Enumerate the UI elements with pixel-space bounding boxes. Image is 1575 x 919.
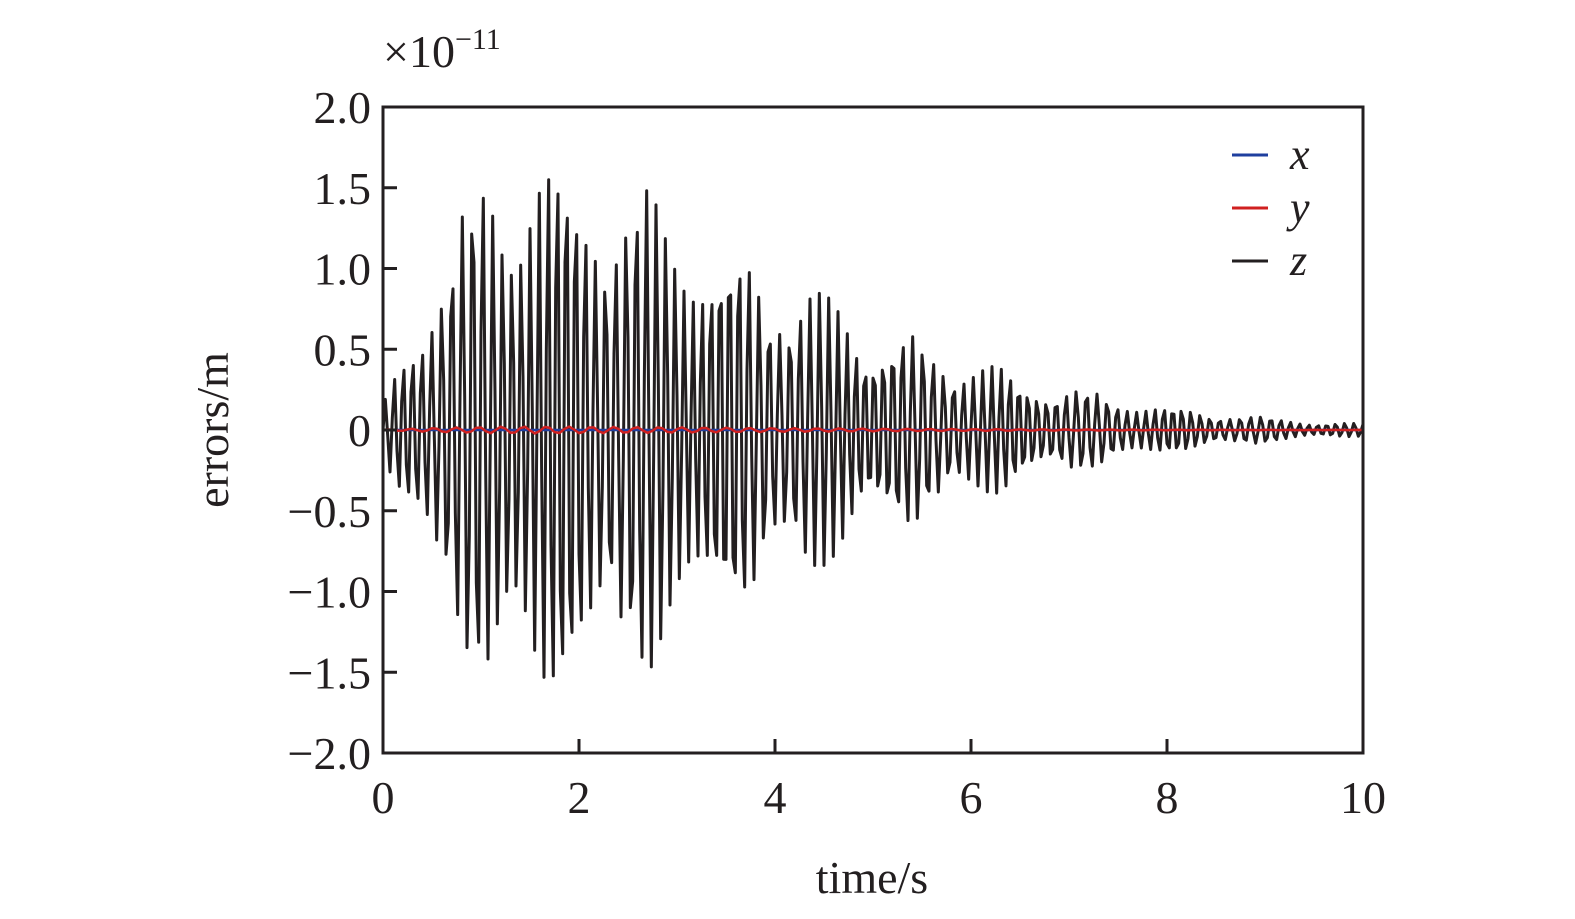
y-tick-label: −1.0 <box>288 567 371 618</box>
series-y-line <box>382 425 1364 435</box>
legend-label-y: y <box>1286 183 1310 232</box>
y-axis-label: errors/m <box>187 352 238 508</box>
legend-label-x: x <box>1289 130 1310 179</box>
x-tick-label: 2 <box>568 772 591 823</box>
x-axis-label: time/s <box>816 852 928 903</box>
x-tick-label: 0 <box>372 772 395 823</box>
y-scale-multiplier: ×10−11 <box>383 23 501 77</box>
y-tick-label: 0.5 <box>314 324 372 375</box>
y-tick-label: 2.0 <box>314 82 372 133</box>
x-axis: 0 2 4 6 8 10 <box>372 739 1386 823</box>
x-tick-label: 10 <box>1340 772 1386 823</box>
series-z-line <box>381 178 1365 679</box>
y-tick-label: 1.0 <box>314 244 372 295</box>
y-tick-label: 1.5 <box>314 163 372 214</box>
legend-label-z: z <box>1289 236 1307 285</box>
x-tick-label: 8 <box>1156 772 1179 823</box>
y-axis: 2.0 1.5 1.0 0.5 0 −0.5 −1.0 −1.5 −2.0 <box>288 82 397 779</box>
y-tick-label: −2.0 <box>288 728 371 779</box>
x-tick-label: 6 <box>960 772 983 823</box>
series-layer <box>381 178 1365 679</box>
y-tick-label: −1.5 <box>288 647 371 698</box>
legend: xyz <box>1232 130 1310 285</box>
y-tick-label: 0 <box>348 405 371 456</box>
y-tick-label: −0.5 <box>288 486 371 537</box>
x-tick-label: 4 <box>764 772 787 823</box>
